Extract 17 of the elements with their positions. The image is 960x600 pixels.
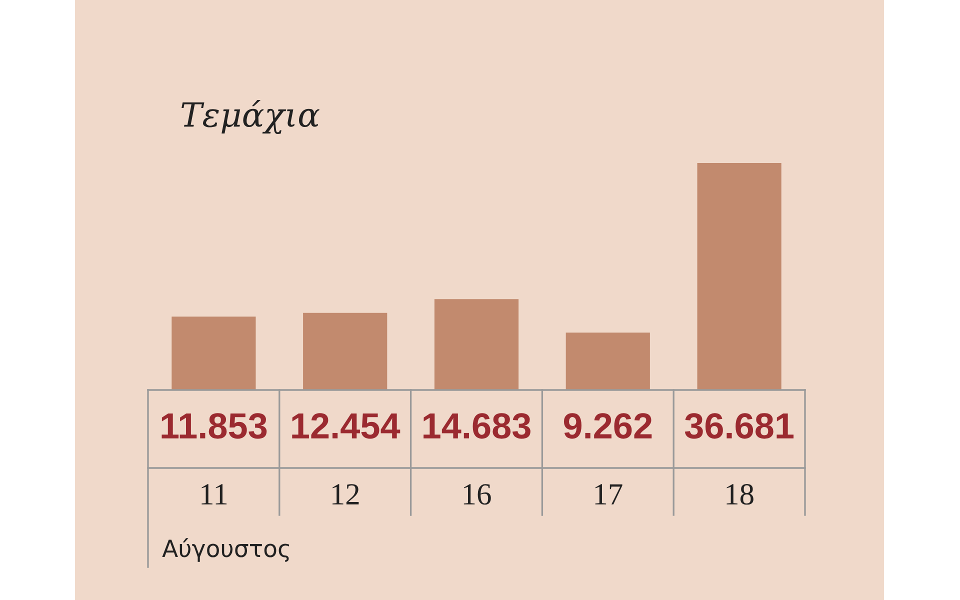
bar [434,299,519,390]
y-axis-title: Τεμάχια [182,100,320,134]
x-tick-label: 17 [595,484,622,504]
bar [697,163,782,390]
bar [172,316,256,390]
data-label: 12.454 [292,413,400,439]
bar [303,312,388,390]
x-tick-label: 18 [726,484,754,505]
x-tick-label: 16 [464,484,491,505]
bar [566,332,650,390]
data-label: 9.262 [564,413,652,439]
data-label: 36.681 [684,413,794,439]
x-tick-label: 11 [202,484,227,504]
x-tick-label: 12 [332,484,359,504]
data-label: 11.853 [162,413,267,439]
x-axis-title: Αύγουστος [162,538,290,562]
data-label: 14.683 [424,413,530,439]
